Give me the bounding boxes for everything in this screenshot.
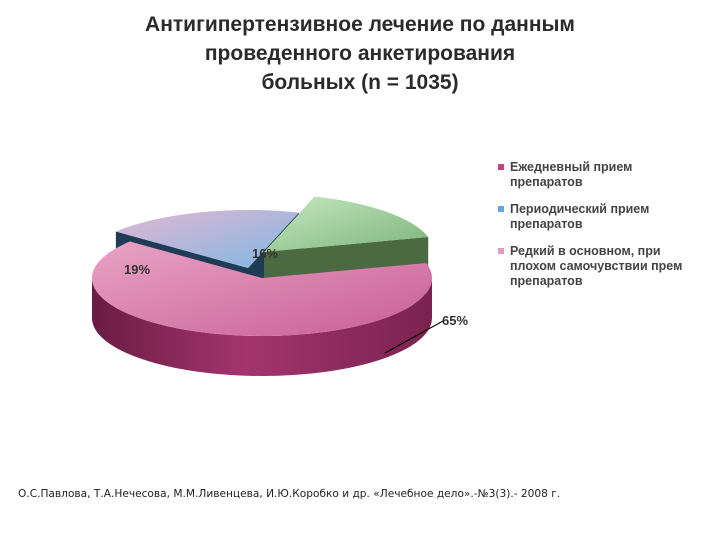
data-label-leader-0 bbox=[384, 320, 444, 354]
legend-label-daily-line-2: препаратов bbox=[510, 175, 583, 189]
chart-title-line-2: проведенного анкетирования bbox=[204, 42, 516, 65]
chart-title: Антигипертензивное лечение по данным про… bbox=[60, 10, 660, 97]
chart-title-line-3: больных (n = 1035) bbox=[261, 71, 459, 94]
data-label-1: 19% bbox=[124, 262, 150, 277]
legend-swatch-daily bbox=[498, 164, 504, 170]
pie-chart: 65% 19% 16% bbox=[92, 196, 468, 376]
chart-title-line-1: Антигипертензивное лечение по данным bbox=[145, 13, 575, 36]
pie-slice-0 bbox=[92, 241, 433, 336]
legend-swatch-periodic bbox=[498, 206, 504, 212]
legend-item-daily: Ежедневный прием препаратов bbox=[498, 160, 708, 190]
pie-slice-side-0 bbox=[92, 278, 432, 376]
legend-label-rare-line-1: Редкий в основном, при bbox=[510, 244, 661, 258]
source-citation: О.С.Павлова, Т.А.Нечесова, М.М.Ливенцева… bbox=[18, 488, 561, 500]
chart-legend: Ежедневный прием препаратов Периодически… bbox=[498, 160, 708, 301]
pie-slice-2 bbox=[264, 196, 429, 252]
legend-item-rare: Редкий в основном, при плохом самочувств… bbox=[498, 244, 708, 289]
legend-item-periodic: Периодический прием препаратов bbox=[498, 202, 708, 232]
legend-label-rare-line-3: препаратов bbox=[510, 274, 583, 288]
legend-label-periodic-line-2: препаратов bbox=[510, 217, 583, 231]
legend-label-daily-line-1: Ежедневный прием bbox=[510, 160, 633, 174]
data-label-0: 65% bbox=[442, 313, 468, 328]
data-label-2: 16% bbox=[252, 246, 278, 261]
legend-swatch-rare bbox=[498, 248, 504, 254]
legend-label-periodic-line-1: Периодический прием bbox=[510, 202, 650, 216]
pie-slice-1 bbox=[115, 210, 299, 268]
legend-label-rare-line-2: плохом самочувствии прем bbox=[510, 259, 683, 273]
